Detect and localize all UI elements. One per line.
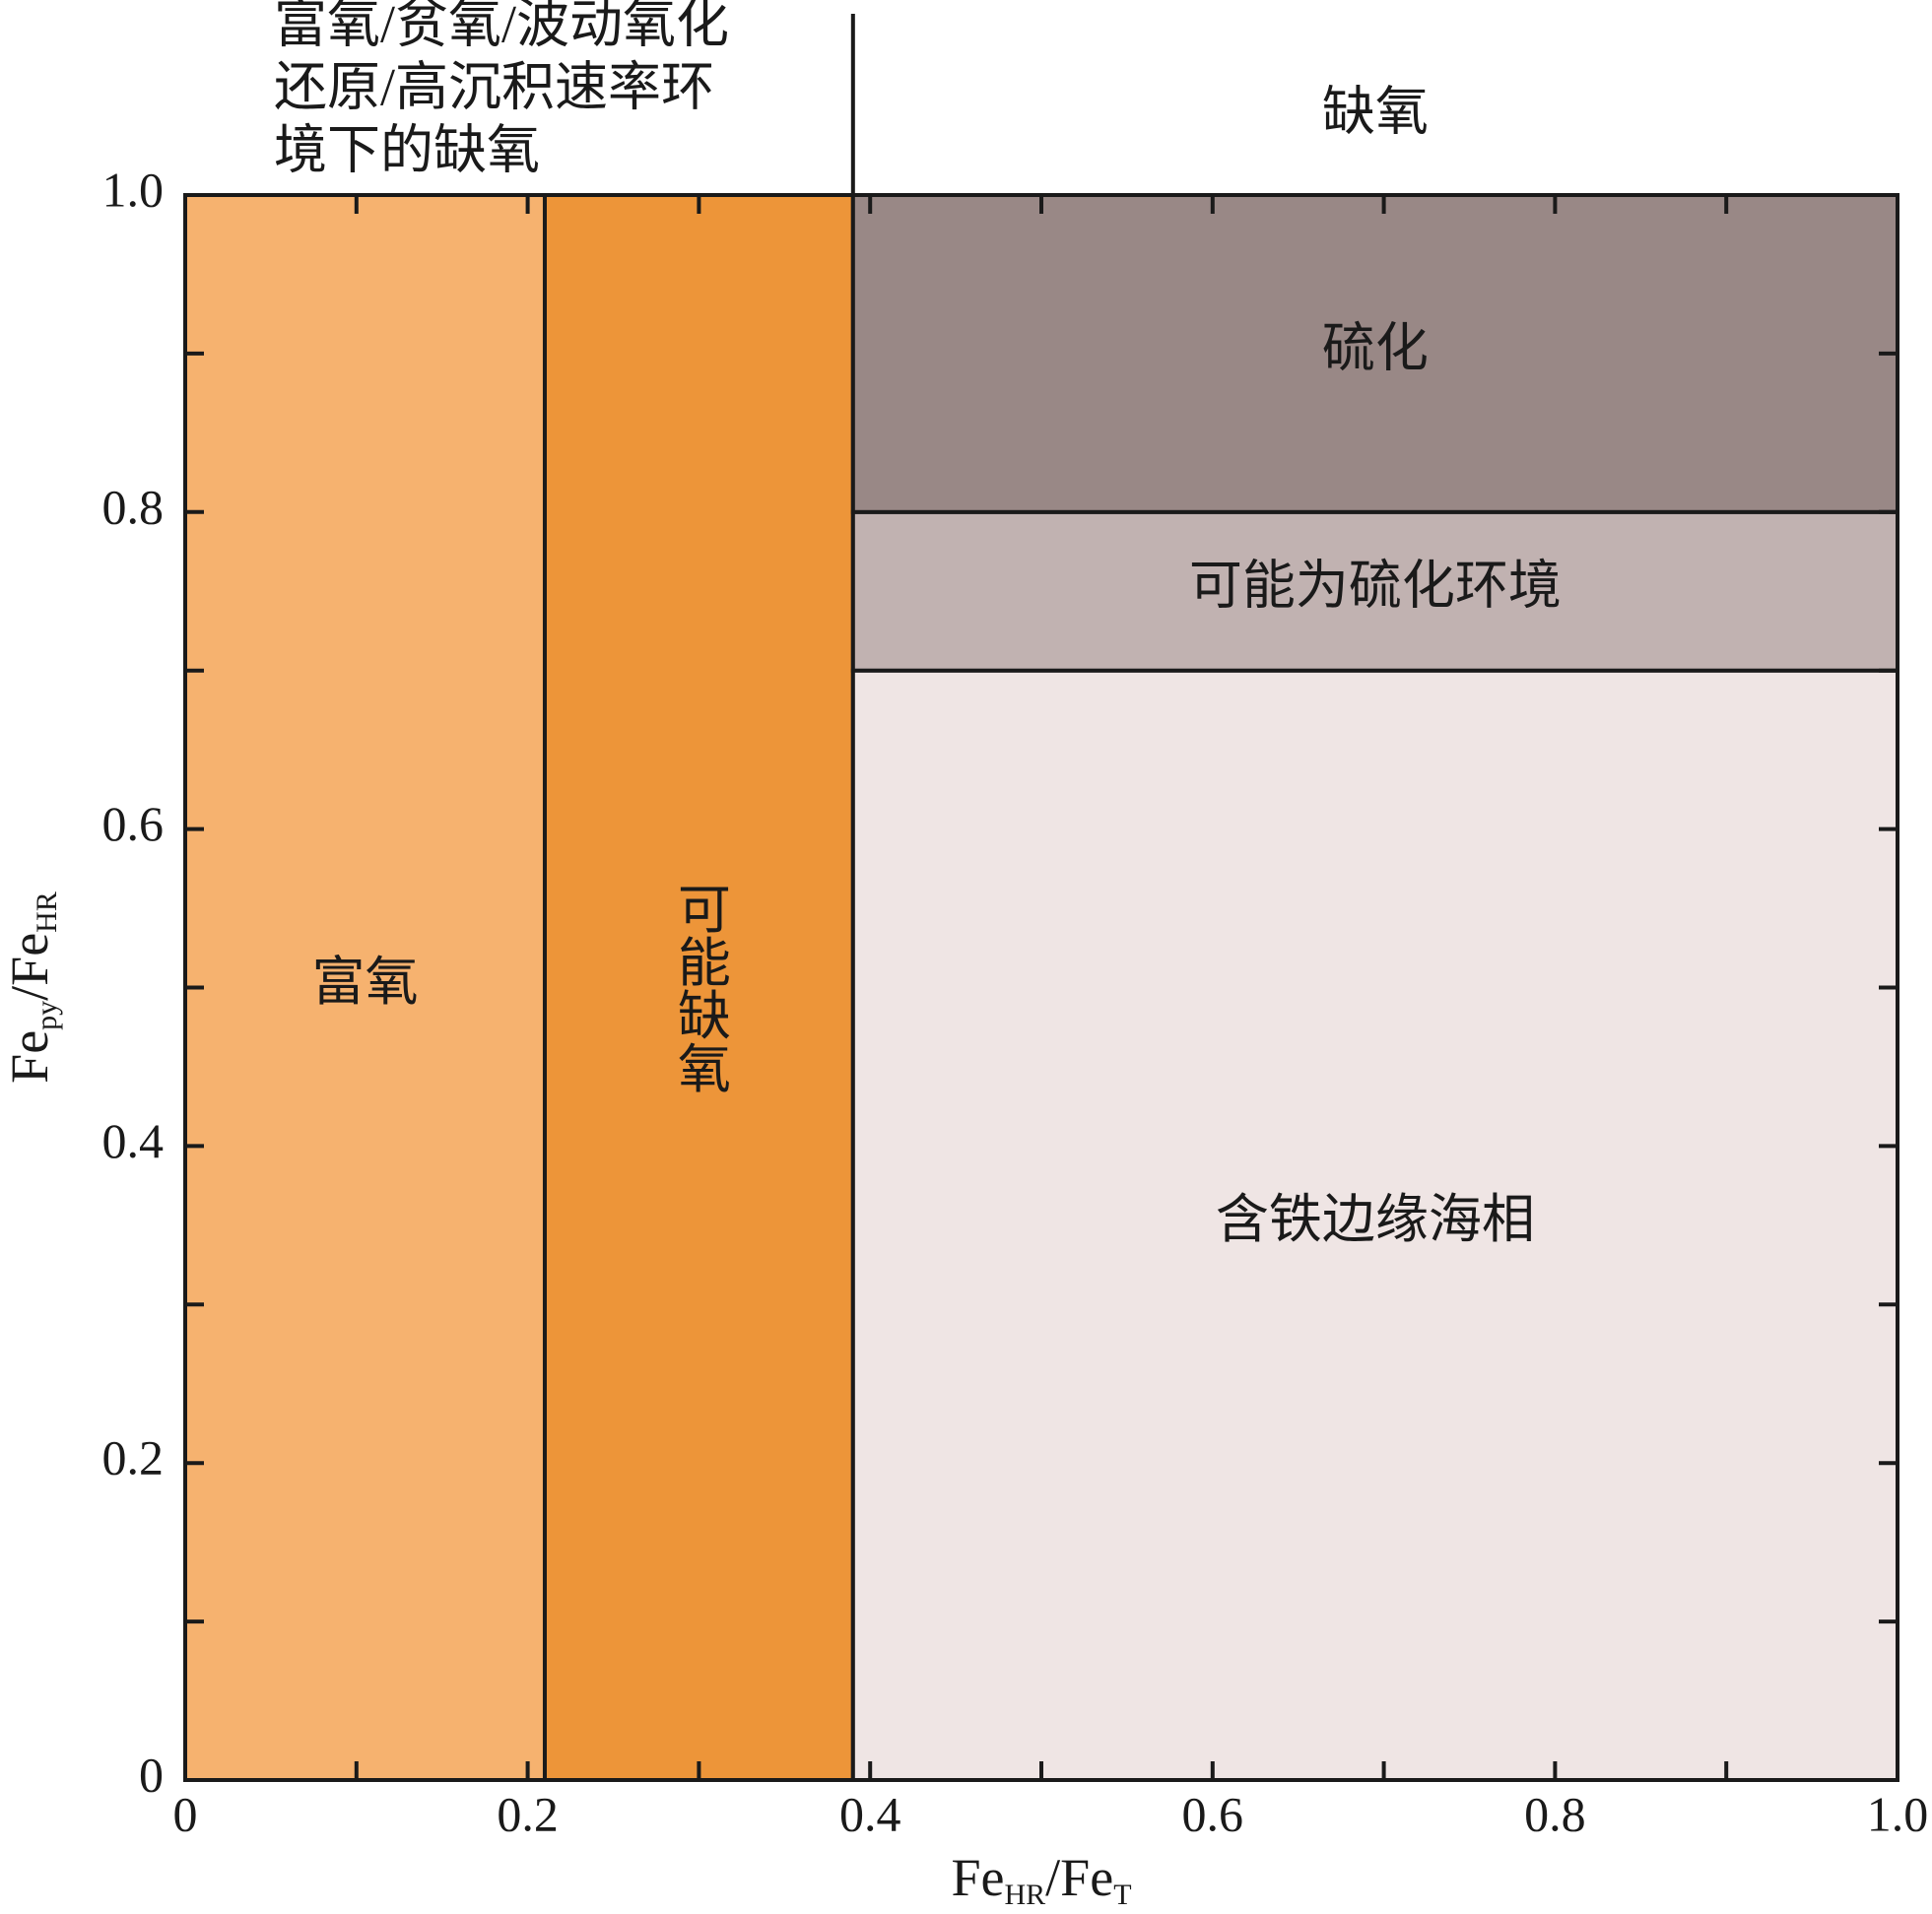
x-tick-label: 0.2 [497, 1786, 559, 1841]
y-axis-label-part: Fe [0, 1030, 59, 1084]
region-label: 可能缺氧 [669, 882, 729, 1094]
y-axis-label-part: py [31, 1001, 63, 1030]
annotation: 还原/高沉积速率环 [274, 57, 714, 116]
y-axis-label-part: /Fe [0, 933, 59, 1001]
y-tick-label: 0.4 [102, 1113, 165, 1168]
x-tick-label: 0.6 [1182, 1786, 1244, 1841]
top-label: 缺氧 [1322, 82, 1429, 141]
y-tick-label: 0 [139, 1747, 164, 1802]
y-tick-label: 1.0 [102, 162, 165, 217]
x-tick-label: 0 [173, 1786, 198, 1841]
region [850, 509, 1900, 673]
annotation: 境下的缺氧 [274, 120, 540, 179]
region [183, 193, 547, 1782]
y-tick-label: 0.2 [102, 1430, 165, 1485]
region-label: 可能为硫化环境 [1189, 557, 1562, 616]
region [850, 193, 1900, 514]
y-axis-label-part: HR [31, 891, 63, 933]
region-label: 富氧 [311, 953, 418, 1012]
x-axis-label-part: /Fe [1045, 1848, 1113, 1907]
x-axis-label-part: Fe [951, 1848, 1004, 1907]
x-tick-label: 1.0 [1867, 1786, 1929, 1841]
x-axis-label: FeHR/FeT [951, 1848, 1131, 1911]
x-tick-label: 0.8 [1524, 1786, 1586, 1841]
x-axis-label-part: HR [1004, 1879, 1045, 1911]
region-label: 含铁边缘海相 [1216, 1190, 1535, 1249]
region-label: 硫化 [1322, 318, 1429, 377]
y-tick-label: 0.8 [102, 479, 165, 534]
region [542, 193, 855, 1782]
x-tick-label: 0.4 [839, 1786, 901, 1841]
y-axis-label: Fepy/FeHR [0, 891, 63, 1084]
y-tick-label: 0.6 [102, 796, 165, 851]
annotation: 富氧/贫氧/波动氧化 [274, 0, 729, 53]
x-axis-label-part: T [1113, 1879, 1131, 1911]
